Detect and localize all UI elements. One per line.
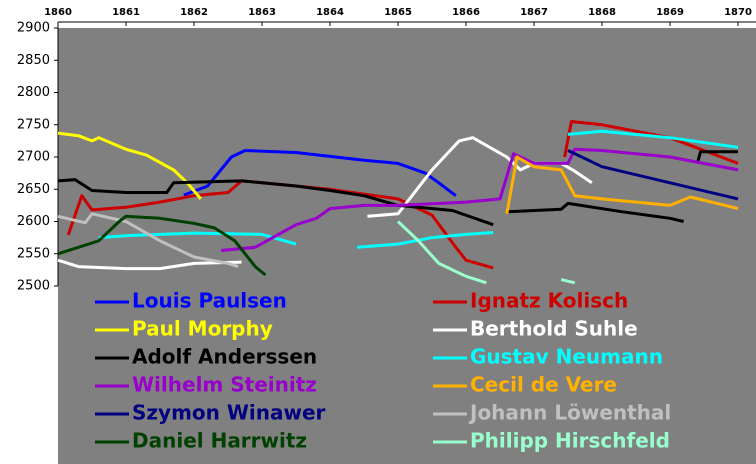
y-tick-label: 2900 xyxy=(17,21,50,36)
x-tick-label: 1869 xyxy=(656,7,684,18)
legend-label: Louis Paulsen xyxy=(132,289,287,313)
x-tick-label: 1870 xyxy=(724,7,752,18)
x-tick-label: 1863 xyxy=(248,7,276,18)
y-tick-label: 2650 xyxy=(17,182,50,197)
legend-label: Gustav Neumann xyxy=(470,345,663,369)
x-tick-label: 1862 xyxy=(180,7,208,18)
x-tick-label: 1864 xyxy=(316,7,344,18)
y-tick-label: 2750 xyxy=(17,117,50,132)
series-line xyxy=(396,220,487,285)
series-line xyxy=(57,258,242,271)
y-tick-label: 2800 xyxy=(17,85,50,100)
series-line xyxy=(357,231,494,249)
series-line xyxy=(57,131,202,200)
series-line xyxy=(567,149,739,201)
legend-label: Berthold Suhle xyxy=(470,317,638,341)
series-line xyxy=(567,129,739,149)
series-line xyxy=(560,278,576,285)
x-tick-label: 1866 xyxy=(452,7,480,18)
series-line xyxy=(505,155,739,215)
y-tick-label: 2600 xyxy=(17,214,50,229)
x-tick-label: 1867 xyxy=(520,7,548,18)
x-tick-label: 1865 xyxy=(384,7,412,18)
y-tick-label: 2850 xyxy=(17,53,50,68)
legend-label: Wilhelm Steinitz xyxy=(132,373,317,397)
legend-label: Szymon Winawer xyxy=(132,401,326,425)
series-line xyxy=(221,147,739,252)
series-line xyxy=(57,178,494,227)
series-line xyxy=(57,214,267,277)
y-tick-label: 2700 xyxy=(17,150,50,165)
legend-label: Philipp Hirschfeld xyxy=(470,429,670,453)
series-line xyxy=(57,212,239,269)
series-line xyxy=(183,149,457,197)
legend-label: Adolf Anderssen xyxy=(132,345,317,369)
legend-label: Johann Löwenthal xyxy=(468,401,671,425)
x-tick-label: 1868 xyxy=(588,7,616,18)
x-tick-label: 1860 xyxy=(44,7,72,18)
legend-label: Ignatz Kolisch xyxy=(470,289,628,313)
x-tick-label: 1861 xyxy=(112,7,140,18)
legend-label: Cecil de Vere xyxy=(470,373,617,397)
legend-label: Daniel Harrwitz xyxy=(132,429,307,453)
plot-background xyxy=(58,28,756,464)
y-tick-label: 2550 xyxy=(17,246,50,261)
y-tick-label: 2500 xyxy=(17,279,50,294)
legend-label: Paul Morphy xyxy=(132,317,273,341)
series-line xyxy=(506,201,684,223)
series-line xyxy=(695,150,738,164)
